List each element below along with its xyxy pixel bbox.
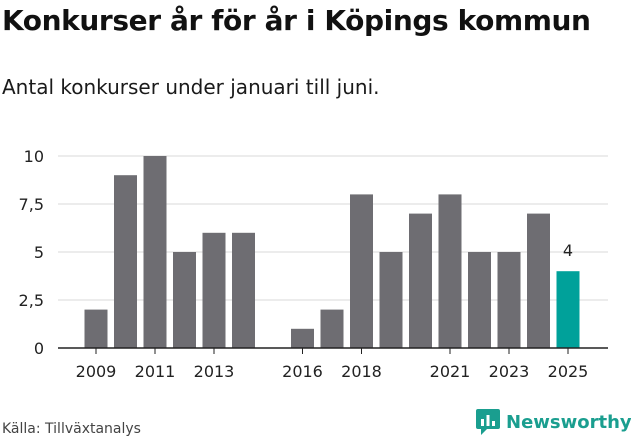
bar-2011 [143, 156, 167, 348]
brand-logo: Newsworthy [475, 408, 631, 436]
bar-2018 [350, 194, 373, 348]
bar-2021 [438, 194, 462, 348]
bar-2010 [114, 175, 137, 348]
bar-2012 [173, 252, 196, 348]
bar-2009 [84, 309, 108, 348]
bar-2025 [556, 271, 580, 348]
bar-2023 [497, 252, 521, 348]
data-label: 4 [563, 241, 573, 260]
newsworthy-logo-icon [476, 409, 500, 435]
bar-2013 [202, 232, 226, 348]
y-tick-label: 0 [34, 339, 44, 358]
bar-2024 [527, 213, 550, 348]
x-tick-label: 2025 [548, 362, 589, 381]
x-tick-label: 2018 [341, 362, 382, 381]
x-tick-label: 2016 [282, 362, 323, 381]
bar-chart: 0 2,5 5 7,5 10 2009 2011 2013 2016 2018 2021 2023 20… [19, 147, 608, 381]
x-tick-label: 2009 [76, 362, 117, 381]
x-tick-label: 2023 [489, 362, 530, 381]
y-tick-label: 2,5 [19, 291, 44, 310]
y-tick-label: 5 [34, 243, 44, 262]
chart-subtitle: Antal konkurser under januari till juni. [2, 75, 380, 99]
y-tick-label: 10 [24, 147, 44, 166]
source-note: Källa: Tillväxtanalys [2, 421, 141, 437]
bar-2016 [291, 328, 314, 348]
bar-2022 [468, 252, 491, 348]
chart-title: Konkurser år för år i Köpings kommun [2, 4, 591, 37]
x-tick-label: 2011 [135, 362, 176, 381]
x-tick-label: 2021 [430, 362, 471, 381]
brand-name: Newsworthy [506, 411, 631, 433]
bar-2019 [379, 252, 403, 348]
bar-2014 [232, 232, 255, 348]
bar-2017 [320, 309, 344, 348]
bar-2020 [409, 213, 432, 348]
x-tick-label: 2013 [194, 362, 235, 381]
y-tick-label: 7,5 [19, 195, 44, 214]
